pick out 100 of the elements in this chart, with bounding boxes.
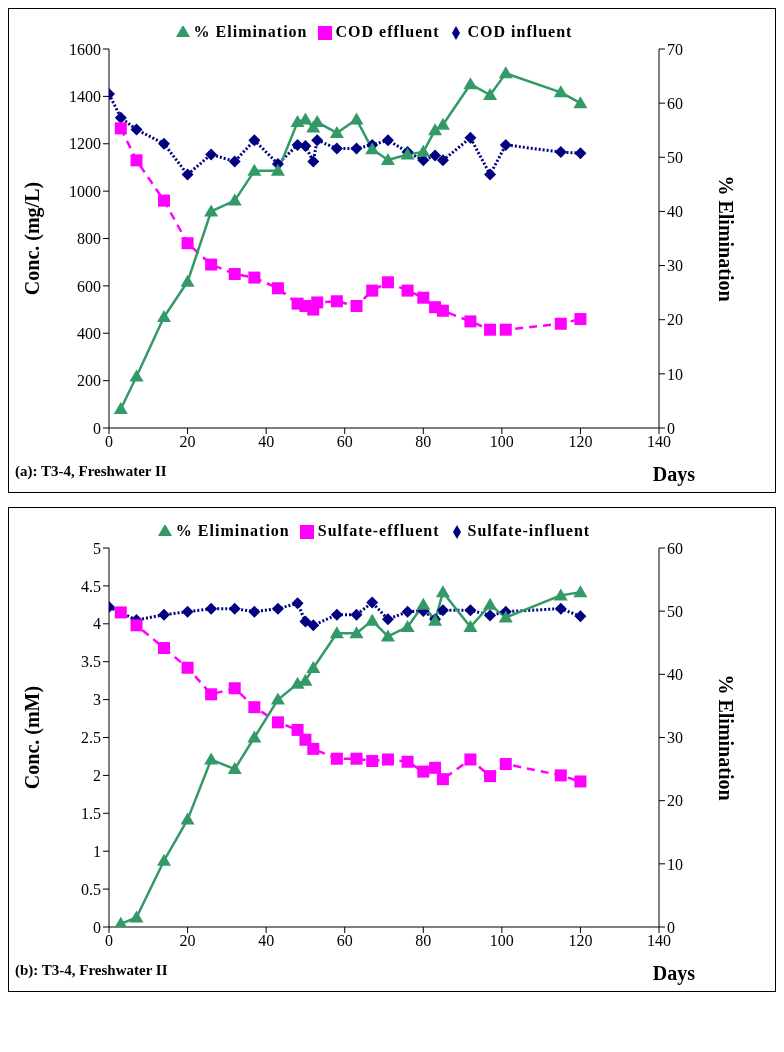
point — [498, 66, 513, 79]
point — [349, 626, 364, 639]
point — [381, 613, 394, 626]
x-tick-label: 100 — [489, 932, 514, 950]
point — [271, 716, 284, 729]
point — [574, 313, 587, 326]
point — [429, 761, 442, 774]
point — [204, 752, 219, 765]
legend-label: % Elimination — [193, 23, 308, 40]
point — [291, 597, 304, 610]
x-tick-label: 0 — [105, 433, 113, 451]
y2-tick-label: 30 — [667, 257, 683, 275]
y-tick-label: 1200 — [69, 135, 101, 153]
y2-tick-label: 20 — [667, 311, 683, 329]
point — [463, 619, 478, 632]
y2-tick-label: 40 — [667, 666, 683, 684]
point — [499, 138, 512, 151]
x-tick-label: 20 — [179, 932, 196, 950]
point — [428, 123, 443, 136]
point — [381, 134, 394, 147]
point — [464, 315, 477, 328]
point — [248, 605, 261, 618]
y-tick-label: 1000 — [69, 182, 101, 200]
y-tick-label: 0 — [93, 918, 101, 936]
point — [247, 163, 262, 176]
point — [417, 291, 430, 304]
point — [307, 155, 320, 168]
point — [366, 755, 379, 767]
y2-tick-label: 50 — [667, 602, 683, 620]
point — [271, 282, 284, 295]
y-tick-label: 2.5 — [81, 729, 101, 747]
y-tick-label: 3.5 — [81, 653, 101, 671]
y-tick-label: 3 — [93, 691, 101, 709]
point — [499, 323, 512, 336]
y-tick-label: 0.5 — [81, 880, 101, 898]
text: (a): T3-4, Freshwater II — [15, 463, 167, 481]
point — [380, 152, 395, 165]
x-tick-label: 120 — [568, 932, 593, 950]
x-tick-label: 60 — [336, 433, 353, 451]
x-axis-title: Days — [652, 463, 695, 486]
point — [158, 608, 170, 621]
point — [436, 604, 449, 617]
point — [349, 112, 364, 125]
point — [401, 284, 414, 297]
point — [499, 758, 512, 771]
point — [417, 765, 430, 778]
x-tick-label: 100 — [489, 433, 514, 451]
point — [464, 131, 477, 144]
y-tick-label: 1.5 — [81, 804, 101, 822]
point — [227, 762, 242, 775]
y2-tick-label: 50 — [667, 148, 683, 166]
point — [484, 609, 497, 622]
x-tick-label: 80 — [415, 932, 432, 950]
point — [181, 237, 194, 250]
point — [228, 602, 241, 615]
point — [130, 619, 143, 632]
point — [228, 268, 241, 281]
point — [299, 615, 312, 628]
y-tick-label: 1 — [93, 842, 101, 860]
point — [248, 134, 261, 147]
point — [435, 117, 450, 130]
y2-tick-label: 20 — [667, 792, 683, 810]
point — [329, 626, 344, 639]
y2-axis-title: % Elimination — [714, 175, 737, 302]
point — [416, 144, 431, 157]
text: (b): T3-4, Freshwater II — [15, 962, 168, 980]
point — [113, 402, 128, 415]
point — [463, 77, 478, 90]
point — [350, 752, 363, 765]
point — [429, 149, 442, 162]
point — [157, 310, 171, 323]
point — [436, 304, 449, 317]
point — [574, 610, 587, 623]
point — [306, 661, 321, 674]
point — [181, 661, 194, 674]
point — [366, 596, 379, 609]
x-tick-label: 120 — [568, 433, 593, 451]
point — [129, 369, 144, 382]
legend-label: % Elimination — [175, 522, 290, 539]
point — [365, 142, 380, 155]
y2-tick-label: 70 — [667, 40, 683, 58]
point — [554, 769, 567, 782]
point — [298, 673, 313, 686]
point — [484, 168, 497, 181]
point — [180, 274, 195, 287]
point — [330, 608, 343, 621]
point — [350, 142, 363, 155]
point — [484, 323, 497, 336]
x-tick-label: 60 — [336, 932, 353, 950]
point — [181, 168, 194, 181]
point — [553, 85, 568, 98]
point — [248, 271, 261, 284]
point — [181, 605, 194, 618]
point — [483, 88, 498, 101]
point — [464, 604, 477, 617]
point — [380, 629, 395, 642]
y-axis-title: Conc. (mM) — [21, 685, 45, 790]
point — [270, 692, 285, 705]
point — [573, 585, 588, 598]
point — [330, 142, 343, 155]
